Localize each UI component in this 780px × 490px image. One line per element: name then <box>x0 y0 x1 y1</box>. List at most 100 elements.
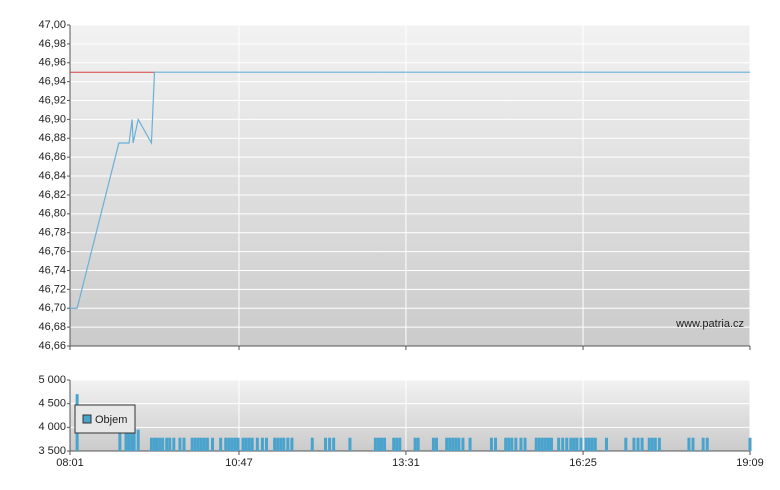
volume-bar <box>624 437 628 451</box>
volume-bar <box>155 437 159 451</box>
volume-bar <box>572 437 576 451</box>
volume-bar <box>127 424 131 451</box>
y-tick-label: 46,96 <box>38 57 66 69</box>
y-tick-label: 46,78 <box>38 227 66 239</box>
y-tick-label: 3 500 <box>38 445 66 457</box>
volume-bar <box>632 437 636 451</box>
volume-bar <box>557 437 561 451</box>
y-tick-label: 46,86 <box>38 151 66 163</box>
volume-bar <box>398 437 402 451</box>
volume-bar <box>416 437 420 451</box>
volume-bar <box>136 429 140 451</box>
volume-bar <box>650 437 654 451</box>
volume-bar <box>158 437 162 451</box>
volume-bar <box>165 437 169 451</box>
volume-bar <box>454 437 458 451</box>
watermark: www.patria.cz <box>675 318 744 330</box>
volume-bar <box>584 437 588 451</box>
volume-bar <box>178 437 182 451</box>
y-tick-label: 4 500 <box>38 398 66 410</box>
volume-bar <box>211 437 215 451</box>
volume-bar <box>413 437 417 451</box>
volume-bar <box>468 437 472 451</box>
volume-bar <box>149 437 153 451</box>
volume-bar <box>224 437 228 451</box>
volume-bar <box>653 437 657 451</box>
volume-bar <box>431 437 435 451</box>
volume-bar <box>561 437 565 451</box>
volume-bar <box>118 427 122 451</box>
y-tick-label: 46,72 <box>38 283 66 295</box>
volume-bar <box>124 424 128 451</box>
x-tick-label: 13:31 <box>392 457 420 469</box>
volume-bar <box>640 437 644 451</box>
legend-swatch <box>82 414 92 424</box>
volume-bar <box>202 437 206 451</box>
volume-bar <box>132 427 136 451</box>
volume-bar <box>241 437 245 451</box>
volume-bar <box>507 437 511 451</box>
volume-bar <box>172 437 176 451</box>
y-tick-label: 46,70 <box>38 302 66 314</box>
volume-bar <box>260 437 264 451</box>
volume-bar <box>395 437 399 451</box>
volume-bar <box>701 437 705 451</box>
volume-bar <box>434 437 438 451</box>
volume-bar <box>587 437 591 451</box>
y-tick-label: 46,94 <box>38 76 66 88</box>
volume-bar <box>182 437 186 451</box>
volume-bar <box>543 437 547 451</box>
x-tick-label: 16:25 <box>569 457 597 469</box>
y-tick-label: 46,68 <box>38 321 66 333</box>
volume-bar <box>196 437 200 451</box>
volume-bar <box>457 437 461 451</box>
volume-bar <box>199 437 203 451</box>
y-tick-label: 4 000 <box>38 421 66 433</box>
volume-bar <box>348 437 352 451</box>
volume-bar <box>244 437 248 451</box>
price-line <box>70 71 750 309</box>
volume-bar <box>705 437 709 451</box>
y-tick-label: 46,98 <box>38 38 66 50</box>
volume-bar <box>130 424 134 451</box>
volume-bar <box>546 437 550 451</box>
volume-bar <box>282 437 286 451</box>
volume-bar <box>593 437 597 451</box>
y-tick-label: 5 000 <box>38 374 66 386</box>
volume-bar <box>445 437 449 451</box>
volume-bar <box>161 437 165 451</box>
volume-bar <box>273 437 277 451</box>
volume-bar <box>379 437 383 451</box>
volume-bar <box>247 437 251 451</box>
y-tick-label: 46,80 <box>38 208 66 220</box>
volume-bar <box>510 437 514 451</box>
volume-bar <box>565 437 569 451</box>
volume-bar <box>328 437 332 451</box>
volume-bar <box>575 437 579 451</box>
volume-bar <box>324 437 328 451</box>
volume-bar <box>233 437 237 451</box>
volume-bar <box>227 437 231 451</box>
volume-bar <box>604 437 608 451</box>
volume-bar <box>657 437 661 451</box>
x-tick-label: 08:01 <box>56 457 84 469</box>
volume-bar <box>514 437 518 451</box>
volume-bar <box>691 437 695 451</box>
y-tick-label: 46,82 <box>38 189 66 201</box>
y-tick-label: 46,74 <box>38 264 66 276</box>
volume-bar <box>448 437 452 451</box>
volume-bar <box>504 437 508 451</box>
volume-bar <box>376 437 380 451</box>
volume-bar <box>579 437 583 451</box>
volume-bar <box>236 437 240 451</box>
volume-bar <box>534 437 538 451</box>
volume-bar <box>250 437 254 451</box>
x-tick-label: 10:47 <box>225 457 253 469</box>
volume-bar <box>537 437 541 451</box>
volume-bar <box>523 437 527 451</box>
volume-bar <box>264 437 268 451</box>
volume-bar <box>540 437 544 451</box>
volume-bar <box>205 437 209 451</box>
volume-bar <box>590 437 594 451</box>
volume-bar <box>569 437 573 451</box>
